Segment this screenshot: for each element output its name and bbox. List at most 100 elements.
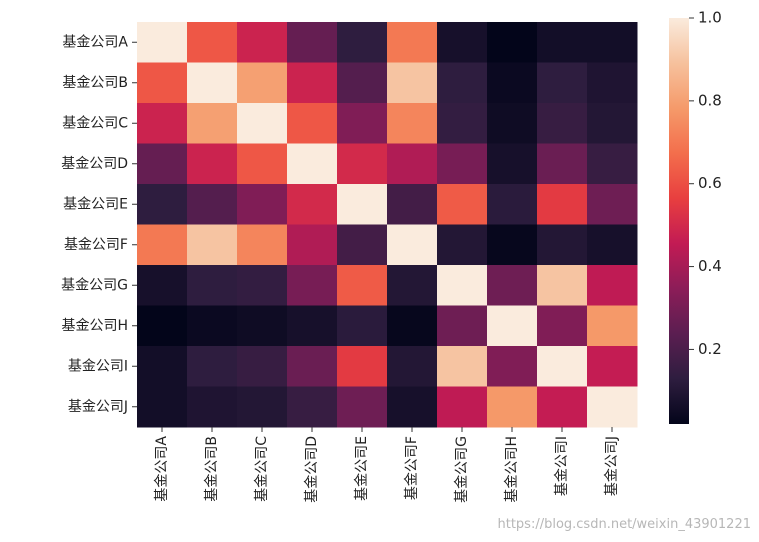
heatmap-cell [487, 305, 538, 347]
watermark-text: https://blog.csdn.net/weixin_43901221 [497, 517, 751, 532]
heatmap-cell [187, 184, 238, 225]
colorbar: 0.2 0.4 0.6 0.8 1.0 [669, 9, 722, 424]
heatmap-cell [487, 22, 538, 63]
heatmap-cell [137, 265, 188, 306]
heatmap-cell [237, 22, 288, 63]
heatmap-cell [587, 224, 638, 266]
heatmap-cell [237, 305, 288, 347]
heatmap-cell [437, 265, 488, 306]
y-tick-label: 基金公司F [64, 236, 128, 253]
heatmap-cell [237, 184, 288, 225]
heatmap-cell [137, 62, 188, 104]
heatmap-cell [587, 305, 638, 347]
heatmap-cells [137, 22, 638, 428]
heatmap-cell [437, 305, 488, 347]
heatmap-cell [437, 103, 488, 144]
heatmap-cell [287, 62, 338, 104]
heatmap-cell [137, 184, 188, 225]
heatmap-cell [537, 224, 588, 266]
heatmap-cell [287, 265, 338, 306]
heatmap-cell [237, 386, 288, 428]
heatmap-cell [237, 265, 288, 306]
heatmap-cell [187, 305, 238, 347]
heatmap-cell [287, 386, 338, 428]
heatmap-cell [187, 224, 238, 266]
heatmap-cell [387, 143, 438, 185]
heatmap-cell [587, 22, 638, 63]
heatmap-cell [587, 386, 638, 428]
colorbar-gradient [669, 18, 689, 424]
heatmap-cell [387, 386, 438, 428]
x-tick-label: 基金公司G [453, 436, 470, 503]
heatmap-cell [287, 143, 338, 185]
heatmap-cell [537, 22, 588, 63]
heatmap-cell [587, 103, 638, 144]
x-tick-label: 基金公司J [603, 436, 620, 496]
heatmap-cell [387, 62, 438, 104]
y-tick-labels: 基金公司A 基金公司B 基金公司C 基金公司D 基金公司E 基金公司F 基金公司G 基金公司H… [61, 33, 137, 415]
heatmap-cell [337, 386, 388, 428]
heatmap-cell [487, 62, 538, 104]
heatmap-cell [487, 184, 538, 225]
x-tick-labels: 基金公司A 基金公司B 基金公司C 基金公司D 基金公司E 基金公司F 基金公司G 基金公司H… [153, 427, 620, 503]
heatmap-cell [137, 224, 188, 266]
heatmap-cell [137, 386, 188, 428]
heatmap-cell [287, 346, 338, 387]
heatmap-cell [387, 224, 438, 266]
colorbar-ticks: 0.2 0.4 0.6 0.8 1.0 [689, 9, 722, 358]
y-tick-label: 基金公司J [68, 398, 128, 415]
heatmap-cell [487, 143, 538, 185]
y-tick-label: 基金公司C [62, 114, 128, 131]
heatmap-cell [537, 265, 588, 306]
heatmap-cell [437, 143, 488, 185]
y-tick-label: 基金公司I [68, 357, 128, 374]
heatmap-cell [537, 386, 588, 428]
heatmap-cell [337, 184, 388, 225]
x-tick-label: 基金公司D [303, 436, 320, 503]
heatmap-cell [287, 224, 338, 266]
heatmap-cell [187, 386, 238, 428]
x-tick-label: 基金公司E [353, 436, 370, 501]
heatmap-cell [487, 103, 538, 144]
y-tick-label: 基金公司G [61, 276, 128, 293]
heatmap-cell [537, 103, 588, 144]
heatmap-cell [237, 62, 288, 104]
x-tick-label: 基金公司I [553, 436, 570, 496]
heatmap-cell [237, 143, 288, 185]
heatmap-cell [587, 265, 638, 306]
heatmap-cell [237, 224, 288, 266]
x-tick-label: 基金公司A [153, 436, 170, 502]
heatmap-cell [187, 265, 238, 306]
colorbar-tick-label: 1.0 [698, 9, 722, 27]
heatmap-cell [337, 224, 388, 266]
heatmap-cell [337, 143, 388, 185]
heatmap-cell [187, 22, 238, 63]
heatmap-cell [337, 62, 388, 104]
heatmap-cell [537, 62, 588, 104]
y-tick-label: 基金公司A [62, 33, 128, 50]
heatmap-cell [487, 386, 538, 428]
heatmap-cell [337, 305, 388, 347]
heatmap-cell [187, 62, 238, 104]
heatmap-cell [137, 143, 188, 185]
y-tick-label: 基金公司H [61, 317, 128, 334]
heatmap-cell [537, 346, 588, 387]
heatmap-cell [237, 346, 288, 387]
heatmap-cell [337, 346, 388, 387]
heatmap-cell [437, 62, 488, 104]
colorbar-tick-label: 0.2 [698, 340, 722, 358]
heatmap-cell [387, 103, 438, 144]
heatmap-cell [237, 103, 288, 144]
heatmap-cell [437, 22, 488, 63]
heatmap-cell [287, 305, 338, 347]
heatmap-cell [437, 386, 488, 428]
heatmap-cell [537, 143, 588, 185]
heatmap-cell [137, 22, 188, 63]
x-tick-label: 基金公司H [503, 436, 520, 503]
heatmap-cell [387, 22, 438, 63]
heatmap-cell [487, 224, 538, 266]
heatmap-cell [437, 224, 488, 266]
heatmap-cell [287, 103, 338, 144]
heatmap-cell [537, 184, 588, 225]
